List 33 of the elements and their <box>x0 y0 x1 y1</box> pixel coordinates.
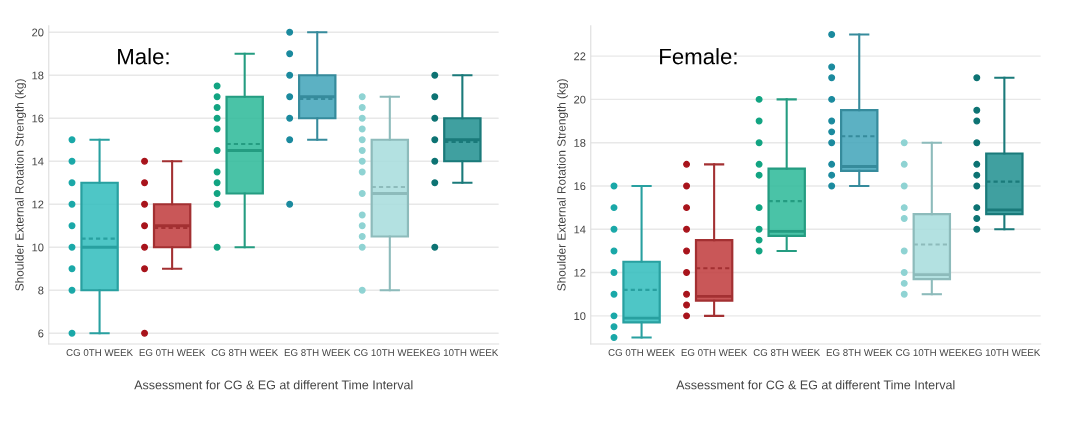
y-tick-label: 12 <box>574 268 586 277</box>
x-tick-label: CG 8TH WEEK <box>753 349 821 356</box>
x-tick-label: CG 10TH WEEK <box>896 349 968 356</box>
text: Female: <box>660 48 737 65</box>
x-tick-label: CG 0TH WEEK <box>608 349 675 356</box>
x-tick-label: CG 8TH WEEK <box>211 349 279 356</box>
y-tick-label: 10 <box>32 243 44 252</box>
x-tick-label: EG 8TH WEEK <box>284 349 351 356</box>
x-tick-label: EG 10TH WEEK <box>969 349 1041 356</box>
y-tick-label: 16 <box>32 114 44 123</box>
y-tick-label: 8 <box>38 286 44 295</box>
y-tick-label: 20 <box>32 28 44 37</box>
text: Male: <box>118 48 169 65</box>
x-axis-title: Assessment for CG & EG at different Time Interval <box>134 380 413 390</box>
y-tick-label: 18 <box>574 138 586 147</box>
x-tick-label: EG 0TH WEEK <box>681 349 748 356</box>
x-axis-title: Assessment for CG & EG at different Time Interval <box>676 380 955 390</box>
x-tick-label: CG 10TH WEEK <box>354 349 426 356</box>
y-tick-label: 12 <box>32 200 44 209</box>
x-tick-label: EG 0TH WEEK <box>139 349 206 356</box>
y-tick-label: 14 <box>574 225 586 234</box>
y-axis-title: Shoulder External Rotation Strength (kg) <box>557 79 569 291</box>
y-tick-label: 22 <box>574 52 586 61</box>
x-tick-label: EG 8TH WEEK <box>826 349 893 356</box>
x-tick-label: EG 10TH WEEK <box>427 349 499 356</box>
x-tick-label: CG 0TH WEEK <box>66 349 133 356</box>
y-tick-label: 18 <box>32 71 44 80</box>
y-tick-label: 16 <box>574 182 586 191</box>
y-tick-label: 10 <box>574 312 586 320</box>
y-tick-label: 20 <box>574 95 586 104</box>
y-tick-label: 14 <box>32 157 44 166</box>
y-tick-label: 6 <box>38 329 44 338</box>
y-axis-title: Shoulder External Rotation Strength (kg) <box>15 79 27 291</box>
